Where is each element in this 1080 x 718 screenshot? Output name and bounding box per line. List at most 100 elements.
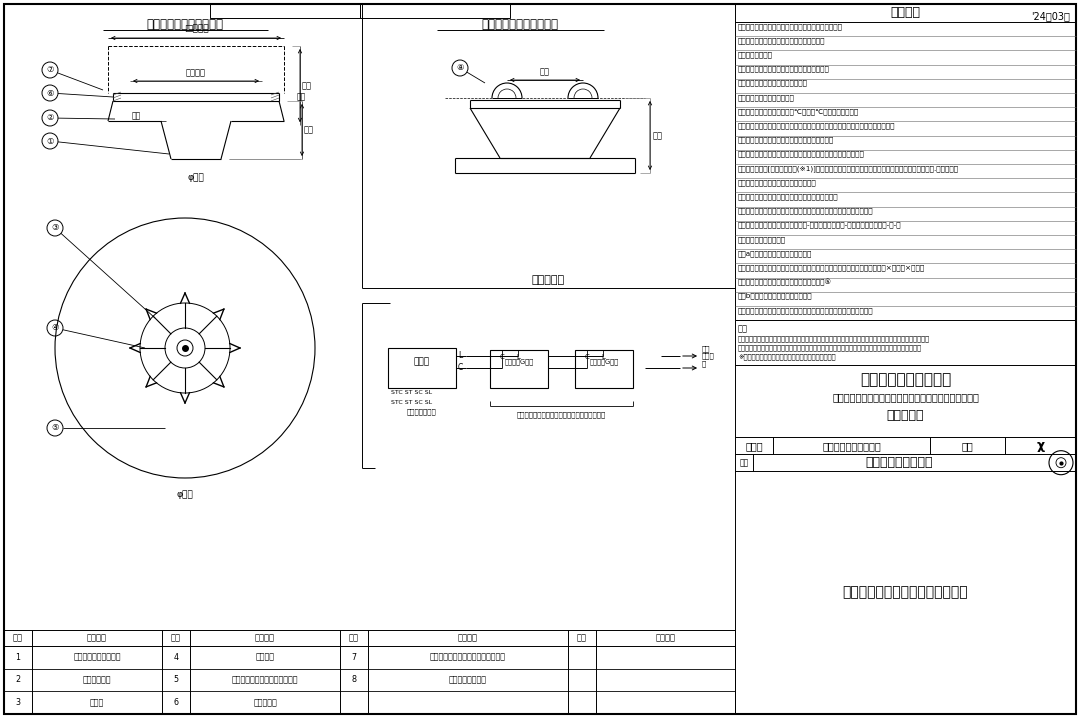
Text: χ: χ [1037,439,1044,452]
Text: ②: ② [46,113,54,123]
Text: 塗代カバー: 塗代カバー [253,698,276,707]
Text: ・中形四角アウトレットボックス浅形　ＪＩＳ　Ｃ　８３４０（１０２×１０２×４４）: ・中形四角アウトレットボックス浅形 ＪＩＳ Ｃ ８３４０（１０２×１０２×４４） [738,264,926,271]
Text: 種別表示シール　金・白・灰輪: 種別表示シール 金・白・灰輪 [232,676,298,684]
Text: ⑧: ⑧ [456,63,463,73]
Text: （注）エアコン等の温風が原因で動作する場合がありますので、影響を受けない場所へ設置してください。: （注）エアコン等の温風が原因で動作する場合がありますので、影響を受けない場所へ設… [738,335,930,342]
Text: 感熱素子: 感熱素子 [256,653,274,662]
Text: （３）感度：２種: （３）感度：２種 [738,52,773,58]
Text: （１５）適合ボックス：: （１５）適合ボックス： [738,236,786,243]
Text: ⑥: ⑥ [46,88,54,98]
Text: 次の
感知器
へ: 次の 感知器 へ [702,345,715,367]
Text: 熱感知器最大１６個または煙感知器最大１０個: 熱感知器最大１６個または煙感知器最大１０個 [517,411,606,418]
Text: （注）火災検出できない可能性があるため、感知器の周囲に障害となるものを設置しないでください。: （注）火災検出できない可能性があるため、感知器の周囲に障害となるものを設置しない… [738,344,922,351]
Text: ※１　ベースの色がライトグレーの場合があります。: ※１ ベースの色がライトグレーの場合があります。 [738,353,836,360]
Text: STC ST SC SL: STC ST SC SL [391,390,432,395]
Text: 名　　称: 名 称 [255,633,275,643]
Bar [490,350,548,388]
Text: 番号: 番号 [13,633,23,643]
Text: （４）定格電圧、電流：ＤＣ１２Ｖ、７０ｍＡ: （４）定格電圧、電流：ＤＣ１２Ｖ、７０ｍＡ [738,65,829,73]
Text: □１０２: □１０２ [184,24,208,33]
Text: 5: 5 [174,676,178,684]
Text: （１４）適合ベース：ＦＺＢ０１３-２、ＦＺＢ０１８-２、ＦＺＢＪ０１４-Ｒ-２: （１４）適合ベース：ＦＺＢ０１３-２、ＦＺＢ０１８-２、ＦＺＢＪ０１４-Ｒ-２ [738,222,902,228]
Text: φ９９: φ９９ [177,490,193,499]
Text: 中継器: 中継器 [414,358,430,366]
Text: 図番: 図番 [740,458,748,467]
Text: （５）確認灯：赤色発光ダイオード: （５）確認灯：赤色発光ダイオード [738,80,808,86]
Text: １１: １１ [132,111,141,121]
Text: ④: ④ [51,324,58,332]
Text: 発　行: 発 行 [745,441,762,451]
Text: 名　　称: 名 称 [656,633,675,643]
Text: 接　続　図: 接 続 図 [532,275,565,285]
Text: 3: 3 [15,698,21,707]
Text: 6: 6 [174,698,178,707]
Text: 4: 4 [174,653,178,662]
Text: 縮尺: 縮尺 [961,441,973,451]
Text: 確認灯: 確認灯 [90,698,104,707]
Text: ⑦: ⑦ [46,65,54,75]
Text: 中形四角アウトレットボックス浅形: 中形四角アウトレットボックス浅形 [430,653,507,662]
Circle shape [177,340,193,356]
Text: ⑤: ⑤ [51,424,58,432]
Text: 番号: 番号 [349,633,359,643]
Text: 2: 2 [15,676,21,684]
Text: および当社指定中継器（遠隔試験機能付）: および当社指定中継器（遠隔試験機能付） [738,136,834,143]
Text: ＦＤＰＪ２２４Ｇ－Ｒ: ＦＤＰＪ２２４Ｇ－Ｒ [860,372,951,387]
Text: ・丸形露出ボックス　ＪＩＳ　Ｃ　８３４０（呼び１９、２５）: ・丸形露出ボックス ＪＩＳ Ｃ ８３４０（呼び１９、２５） [738,307,874,314]
Bar [735,4,1076,714]
Text: C: C [458,363,463,373]
Text: ＦＤＰＪ６０４８４: ＦＤＰＪ６０４８４ [866,456,933,469]
Text: （１）種別：差動式スポット型感知器（試験機能付）: （１）種別：差動式スポット型感知器（試験機能付） [738,23,843,29]
Text: φ９９: φ９９ [188,172,204,182]
Text: ４４: ４４ [302,81,312,90]
Text: ①: ① [46,136,54,146]
Text: （１３）環境負荷対応：ＲｏＨＳ（１０物質）適合（感知器ヘッド）: （１３）環境負荷対応：ＲｏＨＳ（１０物質）適合（感知器ヘッド） [738,208,874,214]
Text: b）露出ボックスを使用する場合: b）露出ボックスを使用する場合 [738,293,812,299]
Text: '24．03．: '24．03． [1031,11,1070,21]
Text: （１０）主材：[本体、ベース(※1)]難燃性樹脂（ナチュラルホワイト（ＮＡＷ）　マンセルＮ９.３近似色）: （１０）主材：[本体、ベース(※1)]難燃性樹脂（ナチュラルホワイト（ＮＡＷ） … [738,165,959,172]
Text: ３８: ３８ [303,126,314,134]
Text: 7: 7 [351,653,356,662]
Text: C: C [500,354,504,360]
Text: 仕　　様: 仕 様 [891,6,920,19]
Text: 能　美　防　災　株　式　会　社: 能 美 防 災 株 式 会 社 [842,586,969,600]
Text: 番号: 番号 [577,633,588,643]
Text: 番号: 番号 [171,633,181,643]
Text: 名　　称: 名 称 [458,633,478,643]
Text: 備考: 備考 [738,325,748,333]
Text: 感知器（G型）: 感知器（G型） [590,358,619,365]
Text: 感知器ヘッド（本体）: 感知器ヘッド（本体） [73,653,121,662]
Text: 埋込ボックス使用の場合: 埋込ボックス使用の場合 [147,19,224,32]
Bar [388,348,456,388]
Text: ＧＰ３級受信機: ＧＰ３級受信機 [407,409,437,415]
Text: （２）国検型式番号：感第２０２３～２９号: （２）国検型式番号：感第２０２３～２９号 [738,37,825,44]
Text: a）埋込ボックスを使用する場合: a）埋込ボックスを使用する場合 [738,250,812,257]
Text: 差動式スポット型感知器（共同住宅用遠隔試験機能付）: 差動式スポット型感知器（共同住宅用遠隔試験機能付） [832,392,978,402]
Text: 露出型ベース: 露出型ベース [83,676,111,684]
Text: 感知器（G型）: 感知器（G型） [504,358,534,365]
Text: ６６．７: ６６．７ [186,68,206,77]
Text: 名　　称: 名 称 [87,633,107,643]
Text: 丸形露出ボックス: 丸形露出ボックス [449,676,487,684]
Bar [575,350,633,388]
Text: 1: 1 [15,653,21,662]
Bar [360,4,510,18]
Text: ・塗代カバー　ＪＩＳ　Ｃ　８３４０　⑤: ・塗代カバー ＪＩＳ Ｃ ８３４０ ⑤ [738,279,832,286]
Text: ７３: ７３ [540,67,550,76]
Text: （８）接続可能中継器：当社製ＦＲＭ０１４シリーズ、ＦＲＭＪ００１シリーズ: （８）接続可能中継器：当社製ＦＲＭ０１４シリーズ、ＦＲＭＪ００１シリーズ [738,122,895,129]
Text: C: C [584,354,590,360]
Text: （６）感熱素子：サーミスタ: （６）感熱素子：サーミスタ [738,94,795,101]
Text: L: L [516,354,519,360]
Text: L: L [602,354,605,360]
Text: 露　出　型: 露 出 型 [887,409,924,421]
Text: L: L [458,352,462,360]
Text: 第１技術部火報管理課: 第１技術部火報管理課 [822,441,881,451]
Text: （１１）質量（ベース含む）：約９７ｇ: （１１）質量（ベース含む）：約９７ｇ [738,180,816,186]
Text: ③: ③ [51,223,58,233]
Text: （９）復旧方式：自己復旧型（熱が加わらなくなると自動復旧）: （９）復旧方式：自己復旧型（熱が加わらなくなると自動復旧） [738,151,865,157]
Text: （７）使用温度範囲：－１０℃～５０℃（結露なきこと）: （７）使用温度範囲：－１０℃～５０℃（結露なきこと） [738,108,860,115]
Text: 露出ボックス使用の場合: 露出ボックス使用の場合 [482,19,558,32]
Text: （１２）感知器ヘッド型名：ＦＤＰＪ２２４Ｇ－Ｄ: （１２）感知器ヘッド型名：ＦＤＰＪ２２４Ｇ－Ｄ [738,193,839,200]
Text: ４０: ４０ [653,131,663,140]
Text: STC ST SC SL: STC ST SC SL [391,400,432,405]
